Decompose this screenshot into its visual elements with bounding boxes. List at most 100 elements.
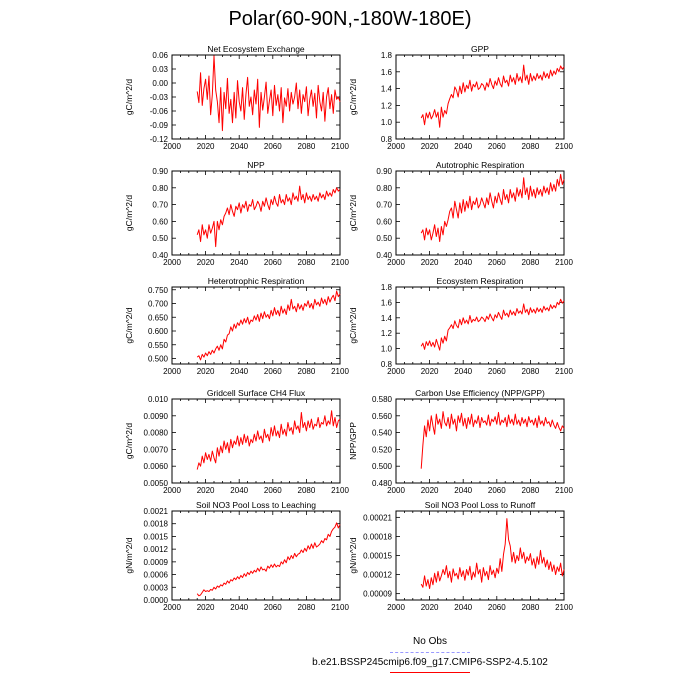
x-tick-label: 2000 <box>163 603 181 612</box>
x-tick-label: 2080 <box>522 367 540 376</box>
chart-panel: Soil NO3 Pool Loss to Leaching gN/m^2/d 0.… <box>124 500 349 612</box>
series-line <box>196 55 341 132</box>
y-tick-label: -0.09 <box>150 121 169 130</box>
x-tick-label: 2000 <box>387 367 405 376</box>
series-line <box>196 290 341 361</box>
plot-frame <box>395 286 565 365</box>
series-line <box>420 411 565 469</box>
x-tick-label: 2000 <box>387 486 405 495</box>
x-tick-label: 2100 <box>331 603 349 612</box>
y-tick-label: 0.40 <box>152 251 168 260</box>
chart-panel: Ecosystem Respiration gC/m^2/d 0.8 1.0 1.2 1.… <box>348 276 573 376</box>
y-axis-label: gC/m^2/d <box>348 195 358 231</box>
y-tick-label: 0.500 <box>148 355 169 364</box>
series-line <box>420 173 565 243</box>
y-tick-label: 0.480 <box>372 479 393 488</box>
x-tick-label: 2000 <box>163 367 181 376</box>
y-tick-label: -0.12 <box>150 135 169 144</box>
y-axis-label: gN/m^2/d <box>348 537 358 573</box>
y-tick-label: 0.90 <box>376 167 392 176</box>
y-axis-label: gC/m^2/d <box>348 79 358 115</box>
x-tick-label: 2000 <box>163 142 181 151</box>
legend-model-line <box>390 672 470 673</box>
x-tick-label: 2080 <box>298 367 316 376</box>
page-title: Polar(60-90N,-180W-180E) <box>228 8 472 30</box>
chart-panel: Carbon Use Efficiency (NPP/GPP) NPP/GPP 0.… <box>348 388 573 495</box>
x-tick-label: 2020 <box>421 367 439 376</box>
x-tick-label: 2020 <box>421 603 439 612</box>
plot-frame <box>395 398 565 484</box>
x-tick-label: 2100 <box>555 603 573 612</box>
y-tick-label: 0.50 <box>376 234 392 243</box>
y-tick-label: 0.00021 <box>363 513 392 522</box>
y-tick-label: 0.0012 <box>144 545 169 554</box>
x-tick-label: 2000 <box>387 258 405 267</box>
plot-frame <box>171 170 341 256</box>
plot-frame <box>395 54 565 140</box>
y-tick-label: 0.700 <box>148 300 169 309</box>
y-tick-label: 1.2 <box>381 329 393 338</box>
y-tick-label: 0.00015 <box>363 552 392 561</box>
y-tick-label: 0.0021 <box>144 507 169 516</box>
x-tick-label: 2060 <box>264 603 282 612</box>
x-tick-label: 2060 <box>264 486 282 495</box>
y-tick-label: 0.750 <box>148 286 169 295</box>
y-tick-label: 0.06 <box>152 51 168 60</box>
x-tick-label: 2080 <box>298 142 316 151</box>
x-tick-label: 2020 <box>197 367 215 376</box>
x-tick-label: 2000 <box>387 142 405 151</box>
y-axis-label: gC/m^2/d <box>124 307 134 343</box>
y-tick-label: 0.0006 <box>144 571 169 580</box>
panel-title: NPP <box>247 160 265 170</box>
x-tick-label: 2060 <box>264 258 282 267</box>
y-tick-label: 0.0009 <box>144 558 169 567</box>
y-axis-label: NPP/GPP <box>348 422 358 460</box>
y-tick-label: 0.540 <box>372 429 393 438</box>
x-tick-label: 2020 <box>421 486 439 495</box>
x-tick-label: 2040 <box>230 142 248 151</box>
y-tick-label: -0.03 <box>150 93 169 102</box>
y-tick-label: 0.8 <box>381 360 393 369</box>
y-axis-label: gC/m^2/d <box>124 79 134 115</box>
x-tick-label: 2040 <box>230 367 248 376</box>
chart-panel: Gridcell Surface CH4 Flux gC/m^2/d 0.0050 0… <box>124 388 349 495</box>
y-tick-label: 0.650 <box>148 313 169 322</box>
y-tick-label: 0.70 <box>376 201 392 210</box>
plot-frame <box>395 170 565 256</box>
chart-panel: Net Ecosystem Exchange gC/m^2/d -0.12 -0.09… <box>124 44 349 151</box>
x-tick-label: 2040 <box>454 258 472 267</box>
y-tick-label: 0.550 <box>148 341 169 350</box>
series-line <box>420 298 565 351</box>
y-tick-label: 1.6 <box>381 298 393 307</box>
x-tick-label: 2060 <box>264 367 282 376</box>
x-tick-label: 2020 <box>197 258 215 267</box>
y-tick-label: -0.06 <box>150 107 169 116</box>
x-tick-label: 2100 <box>331 258 349 267</box>
x-tick-label: 2080 <box>522 603 540 612</box>
y-tick-label: 1.0 <box>381 345 393 354</box>
legend-obs-label: No Obs <box>413 636 447 647</box>
y-tick-label: 0.0090 <box>144 412 169 421</box>
y-tick-label: 0.0050 <box>144 479 169 488</box>
y-tick-label: 0.80 <box>376 184 392 193</box>
y-tick-label: 1.8 <box>381 51 393 60</box>
y-axis-label: gC/m^2/d <box>348 307 358 343</box>
y-tick-label: 0.00018 <box>363 532 392 541</box>
x-tick-label: 2060 <box>488 603 506 612</box>
x-tick-label: 2080 <box>298 258 316 267</box>
x-tick-label: 2060 <box>264 142 282 151</box>
y-tick-label: 0.0080 <box>144 429 169 438</box>
panel-title: Autotrophic Respiration <box>436 160 525 170</box>
y-tick-label: 0.00012 <box>363 571 392 580</box>
x-tick-label: 2100 <box>331 486 349 495</box>
x-tick-label: 2040 <box>454 486 472 495</box>
x-tick-label: 2080 <box>522 258 540 267</box>
x-tick-label: 2060 <box>488 486 506 495</box>
x-tick-label: 2080 <box>522 142 540 151</box>
x-tick-label: 2100 <box>555 486 573 495</box>
y-tick-label: 0.8 <box>381 135 393 144</box>
y-tick-label: 1.0 <box>381 118 393 127</box>
y-tick-label: 0.60 <box>152 217 168 226</box>
x-tick-label: 2040 <box>230 486 248 495</box>
y-tick-label: 0.0000 <box>144 596 169 605</box>
